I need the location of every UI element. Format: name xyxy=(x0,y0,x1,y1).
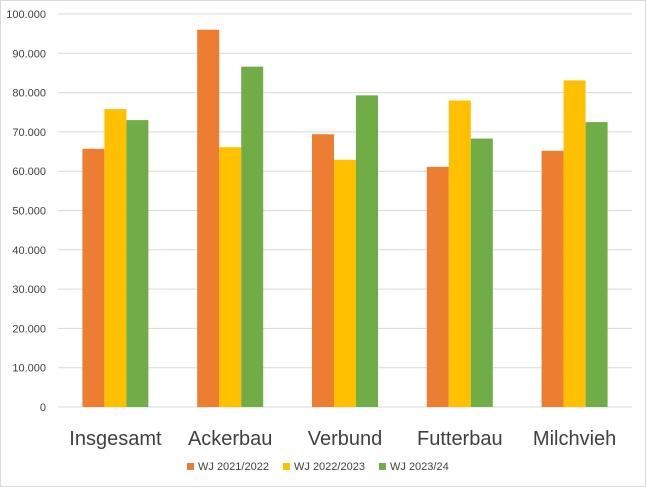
y-tick-label: 90.000 xyxy=(12,48,46,60)
y-tick-label: 80.000 xyxy=(12,88,46,100)
legend-swatch xyxy=(283,463,290,470)
bar-verbund-series-1 xyxy=(312,134,334,407)
bar-milchvieh-series-1 xyxy=(541,150,564,407)
y-tick-label: 60.000 xyxy=(12,166,46,178)
bars xyxy=(82,29,608,408)
bar-milchvieh-series-2 xyxy=(563,80,586,408)
gridlines xyxy=(58,13,632,408)
legend-label: WJ 2023/24 xyxy=(390,461,449,473)
bar-milchvieh-series-3 xyxy=(585,122,608,407)
y-tick-label: 70.000 xyxy=(12,127,46,139)
bar-verbund-series-3 xyxy=(356,95,378,407)
y-tick-label: 30.000 xyxy=(12,284,46,296)
y-tick-label: 100.000 xyxy=(6,9,46,21)
y-tick-label: 40.000 xyxy=(12,245,46,257)
x-category-label: Futterbau xyxy=(417,428,503,450)
legend-label: WJ 2022/2023 xyxy=(294,461,365,473)
bar-futterbau-series-3 xyxy=(470,138,493,407)
bar-insgesamt-series-3 xyxy=(126,120,149,408)
legend-label: WJ 2021/2022 xyxy=(198,461,269,473)
x-category-label: Milchvieh xyxy=(533,428,616,450)
y-tick-label: 0 xyxy=(40,402,46,414)
bar-ackerbau-series-2 xyxy=(219,147,242,408)
bar-ackerbau-series-3 xyxy=(241,66,264,408)
bar-insgesamt-series-2 xyxy=(104,109,127,407)
legend-swatch xyxy=(187,463,194,470)
y-tick-label: 50.000 xyxy=(12,206,46,218)
bar-futterbau-series-2 xyxy=(448,100,471,408)
y-tick-label: 10.000 xyxy=(12,363,46,375)
bar-ackerbau-series-1 xyxy=(197,29,220,407)
x-category-label: Verbund xyxy=(308,428,383,450)
bar-verbund-series-2 xyxy=(334,159,356,407)
y-axis-tick-labels: 0 10.000 20.000 30.000 40.000 50.000 60.000 70.… xyxy=(6,9,46,414)
x-category-label: Insgesamt xyxy=(69,428,162,450)
y-tick-label: 20.000 xyxy=(12,323,46,335)
bar-insgesamt-series-1 xyxy=(82,148,105,407)
x-category-label: Ackerbau xyxy=(188,428,273,450)
bar-futterbau-series-1 xyxy=(426,166,449,407)
legend: WJ 2021/2022 WJ 2022/2023 WJ 2023/24 xyxy=(187,461,449,473)
legend-swatch xyxy=(379,463,386,470)
x-axis-category-labels: Insgesamt Ackerbau Verbund Futterbau Milchvi… xyxy=(69,428,616,450)
